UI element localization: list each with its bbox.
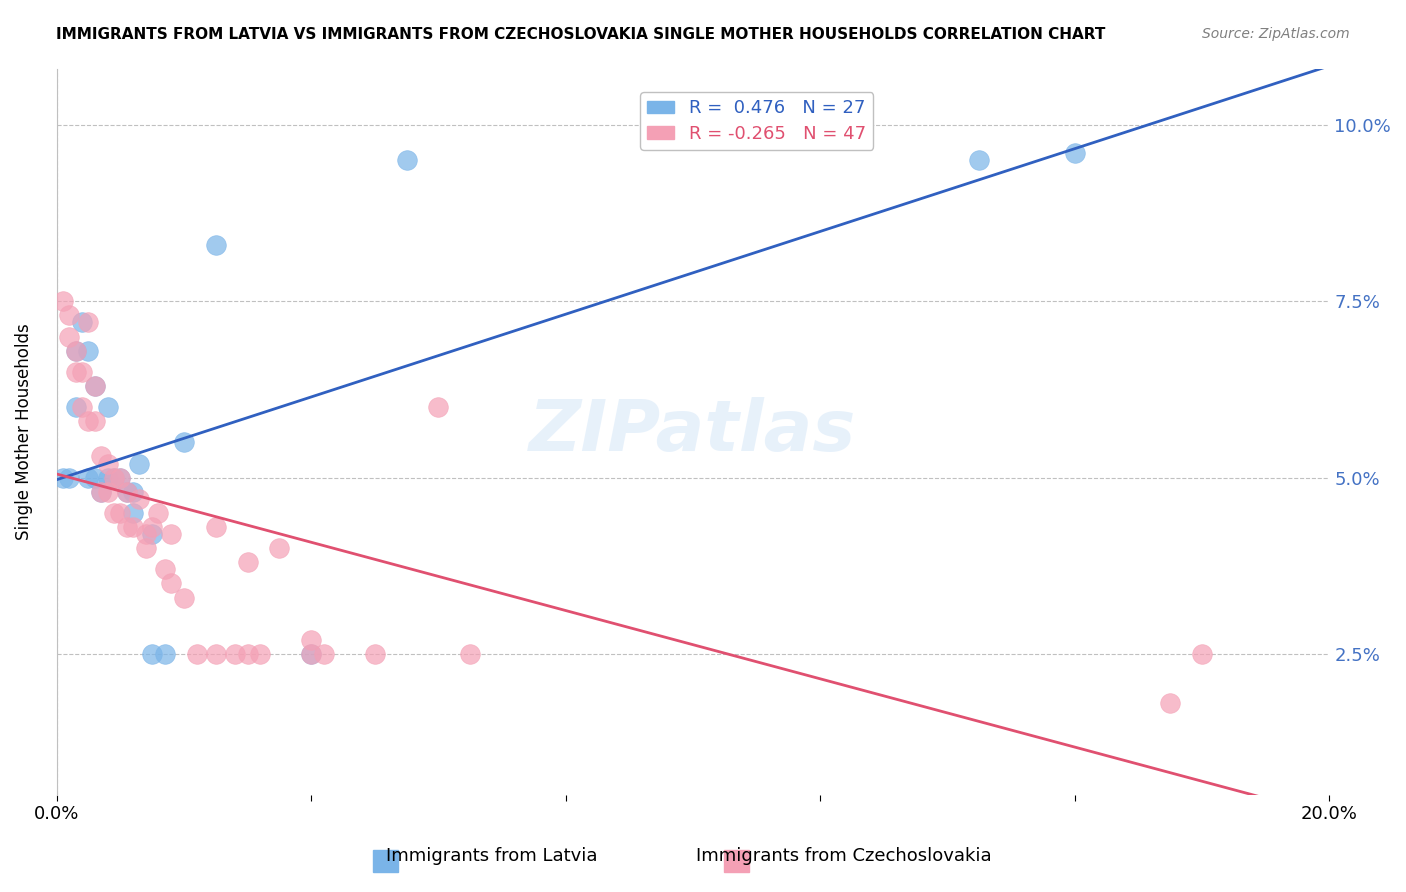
Immigrants from Czechoslovakia — [153, 562, 176, 576]
Immigrants from Czechoslovakia — [58, 309, 80, 323]
Immigrants from Czechoslovakia — [96, 484, 118, 499]
Immigrants from Latvia — [110, 470, 132, 484]
Immigrants from Czechoslovakia — [160, 527, 183, 541]
Immigrants from Latvia — [65, 343, 87, 358]
Immigrants from Latvia — [141, 527, 163, 541]
Immigrants from Latvia — [77, 343, 100, 358]
Text: Immigrants from Czechoslovakia: Immigrants from Czechoslovakia — [696, 847, 991, 865]
FancyBboxPatch shape — [724, 850, 749, 872]
FancyBboxPatch shape — [373, 850, 398, 872]
Immigrants from Czechoslovakia — [173, 591, 195, 605]
Legend: R =  0.476   N = 27, R = -0.265   N = 47: R = 0.476 N = 27, R = -0.265 N = 47 — [640, 92, 873, 150]
Immigrants from Czechoslovakia — [128, 491, 150, 506]
Immigrants from Latvia — [65, 400, 87, 414]
Text: Source: ZipAtlas.com: Source: ZipAtlas.com — [1202, 27, 1350, 41]
Immigrants from Czechoslovakia — [1191, 647, 1213, 661]
Immigrants from Czechoslovakia — [135, 541, 157, 556]
Immigrants from Czechoslovakia — [312, 647, 335, 661]
Immigrants from Czechoslovakia — [58, 329, 80, 343]
Immigrants from Latvia — [122, 506, 145, 520]
Immigrants from Latvia — [52, 470, 75, 484]
Immigrants from Czechoslovakia — [110, 506, 132, 520]
Immigrants from Czechoslovakia — [135, 527, 157, 541]
Immigrants from Czechoslovakia — [364, 647, 387, 661]
Immigrants from Latvia — [1063, 146, 1085, 161]
Immigrants from Latvia — [141, 647, 163, 661]
Immigrants from Czechoslovakia — [90, 450, 112, 464]
Immigrants from Czechoslovakia — [65, 365, 87, 379]
Immigrants from Czechoslovakia — [458, 647, 481, 661]
Immigrants from Latvia — [90, 484, 112, 499]
Immigrants from Czechoslovakia — [427, 400, 450, 414]
Immigrants from Czechoslovakia — [70, 365, 93, 379]
Immigrants from Czechoslovakia — [249, 647, 271, 661]
Immigrants from Czechoslovakia — [204, 647, 226, 661]
Immigrants from Latvia — [96, 470, 118, 484]
Immigrants from Latvia — [153, 647, 176, 661]
Immigrants from Latvia — [115, 484, 138, 499]
Immigrants from Latvia — [83, 379, 105, 393]
Immigrants from Czechoslovakia — [141, 520, 163, 534]
Immigrants from Czechoslovakia — [236, 555, 259, 569]
Immigrants from Czechoslovakia — [186, 647, 208, 661]
Immigrants from Czechoslovakia — [52, 294, 75, 309]
Immigrants from Czechoslovakia — [103, 470, 125, 484]
Immigrants from Czechoslovakia — [103, 506, 125, 520]
Immigrants from Czechoslovakia — [77, 315, 100, 329]
Immigrants from Czechoslovakia — [122, 520, 145, 534]
Immigrants from Latvia — [395, 153, 418, 168]
Immigrants from Czechoslovakia — [115, 520, 138, 534]
Immigrants from Czechoslovakia — [160, 576, 183, 591]
Immigrants from Czechoslovakia — [115, 484, 138, 499]
Immigrants from Latvia — [299, 647, 322, 661]
Immigrants from Latvia — [103, 470, 125, 484]
Immigrants from Latvia — [96, 400, 118, 414]
Immigrants from Czechoslovakia — [148, 506, 170, 520]
Immigrants from Czechoslovakia — [83, 414, 105, 428]
Immigrants from Latvia — [77, 470, 100, 484]
Immigrants from Czechoslovakia — [1159, 697, 1181, 711]
Immigrants from Czechoslovakia — [65, 343, 87, 358]
Immigrants from Latvia — [70, 315, 93, 329]
Immigrants from Latvia — [122, 484, 145, 499]
Text: IMMIGRANTS FROM LATVIA VS IMMIGRANTS FROM CZECHOSLOVAKIA SINGLE MOTHER HOUSEHOLD: IMMIGRANTS FROM LATVIA VS IMMIGRANTS FRO… — [56, 27, 1105, 42]
Immigrants from Czechoslovakia — [299, 632, 322, 647]
Text: Immigrants from Latvia: Immigrants from Latvia — [387, 847, 598, 865]
Immigrants from Czechoslovakia — [70, 400, 93, 414]
Immigrants from Czechoslovakia — [224, 647, 246, 661]
Immigrants from Czechoslovakia — [90, 484, 112, 499]
Immigrants from Czechoslovakia — [269, 541, 291, 556]
Immigrants from Latvia — [173, 435, 195, 450]
Immigrants from Latvia — [128, 457, 150, 471]
Immigrants from Latvia — [969, 153, 991, 168]
Y-axis label: Single Mother Households: Single Mother Households — [15, 324, 32, 541]
Immigrants from Czechoslovakia — [96, 457, 118, 471]
Immigrants from Latvia — [83, 470, 105, 484]
Immigrants from Czechoslovakia — [299, 647, 322, 661]
Immigrants from Czechoslovakia — [236, 647, 259, 661]
Immigrants from Czechoslovakia — [110, 470, 132, 484]
Text: ZIPatlas: ZIPatlas — [529, 397, 856, 467]
Immigrants from Latvia — [58, 470, 80, 484]
Immigrants from Czechoslovakia — [77, 414, 100, 428]
Immigrants from Latvia — [204, 238, 226, 252]
Immigrants from Czechoslovakia — [83, 379, 105, 393]
Immigrants from Czechoslovakia — [204, 520, 226, 534]
